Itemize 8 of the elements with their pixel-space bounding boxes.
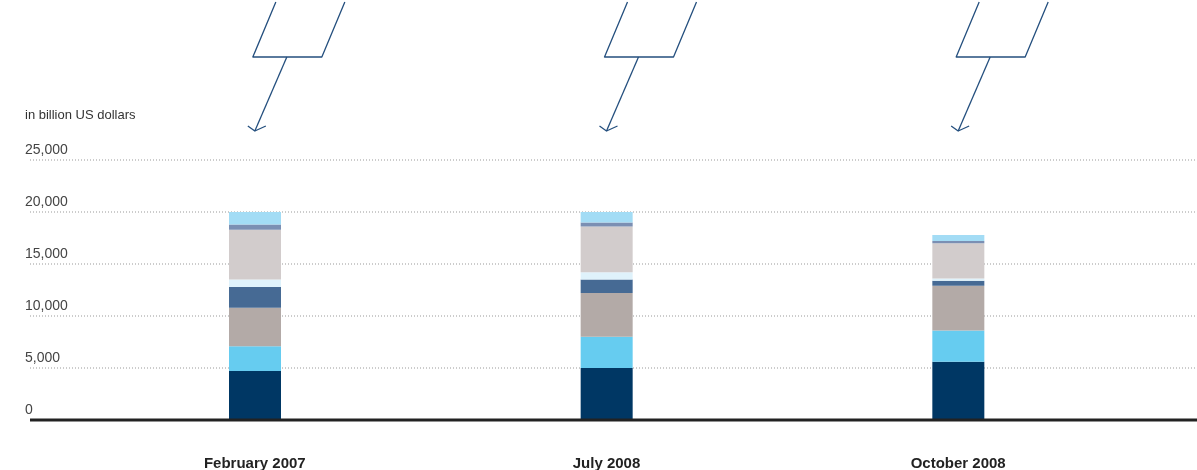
x-tick-label: October 2008 — [910, 454, 1006, 470]
y-tick-label: 25,000 — [25, 141, 69, 157]
y-axis-title: in billion US dollars — [25, 107, 137, 122]
y-tick-label: 15,000 — [25, 245, 69, 261]
y-tick-label: 0 — [25, 401, 33, 417]
y-tick-label: 10,000 — [25, 297, 69, 313]
y-tick-label: 5,000 — [25, 349, 61, 365]
y-tick-label: 20,000 — [25, 193, 69, 209]
